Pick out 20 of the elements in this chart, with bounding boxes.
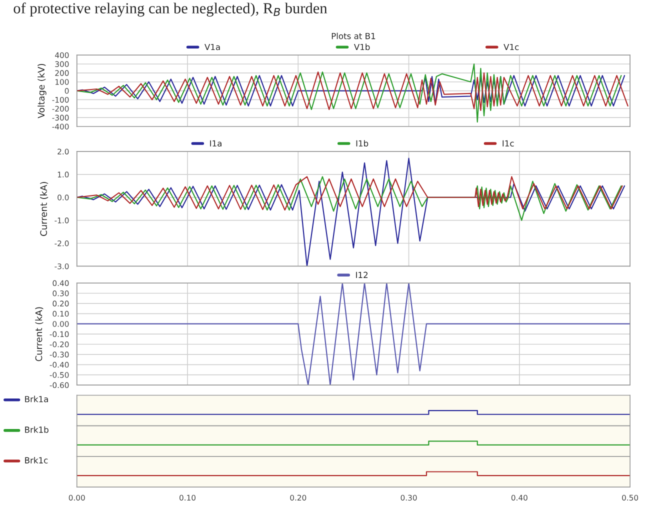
line-series [76,283,630,386]
line-series [76,63,622,123]
legend-label: V1b [354,44,370,50]
legend-label: I12 [356,272,368,278]
legend-label: I1c [502,140,514,147]
legend-label: I1a [210,140,222,147]
y-axis-title: Current (kA) [35,307,44,362]
legend-label: Brk1a [25,396,48,402]
line-series [76,176,622,221]
chart-title: Plots at B1 [332,32,376,40]
legend-label: I1b [356,140,368,147]
text: of protective relaying can be neglected), R$_{B}$ burden [14,2,328,17]
y-axis-title: Voltage (kV) [38,64,46,118]
line-series [76,176,623,211]
legend-label: Brk1b [25,426,48,433]
legend-label: V1c [504,44,519,50]
legend-label: V1a [204,44,220,50]
line-series [76,158,626,266]
legend-label: Brk1c [25,457,48,464]
y-axis-title: Current (kA) [40,182,48,236]
